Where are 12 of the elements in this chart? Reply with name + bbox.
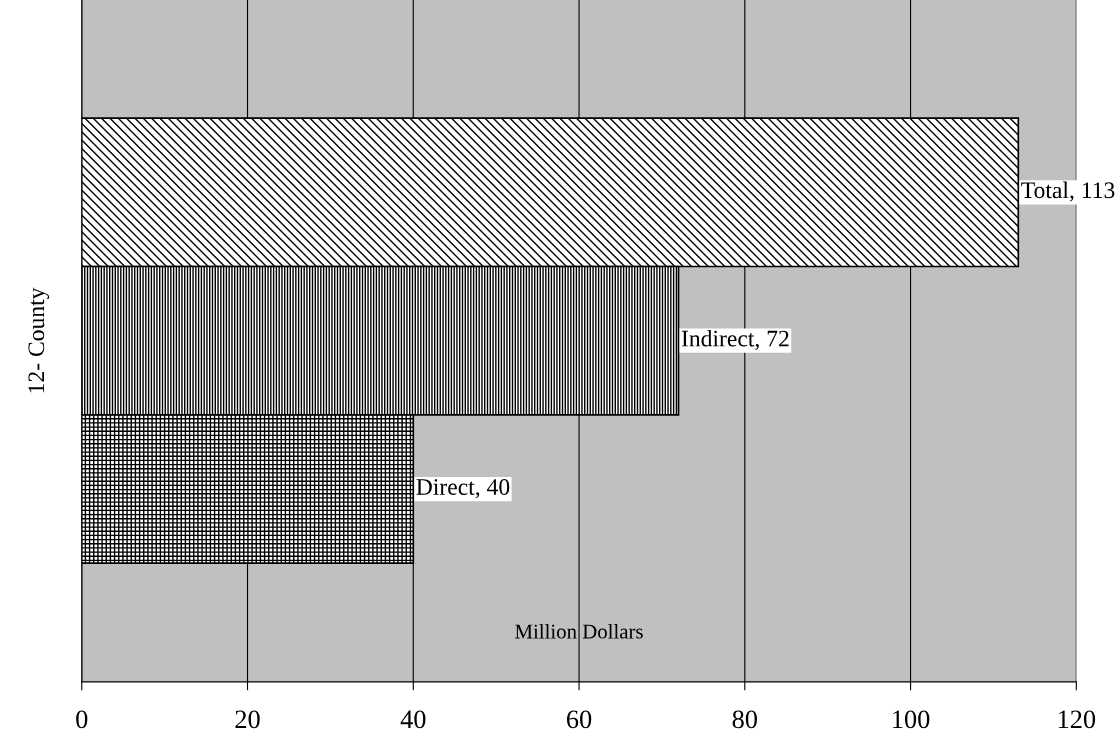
y-axis-title: 12- County	[28, 287, 50, 393]
x-axis-title: Million Dollars	[515, 623, 643, 639]
data-label: Indirect, 72	[681, 329, 789, 350]
x-tick-label: 20	[235, 710, 260, 729]
x-tick-label: 0	[76, 710, 88, 729]
x-tick-label: 80	[732, 710, 757, 729]
x-tick-label: 60	[566, 710, 592, 729]
x-tick-label: 40	[400, 710, 426, 729]
x-tick-label: 100	[893, 710, 930, 729]
data-label: Total, 113	[1021, 181, 1115, 202]
data-label: Direct, 40	[416, 479, 510, 499]
x-tick-label: 120	[1058, 710, 1096, 729]
